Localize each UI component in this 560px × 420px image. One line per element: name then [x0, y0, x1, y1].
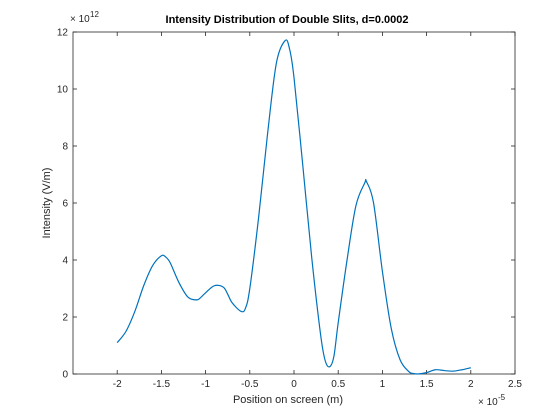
x-exponent-label: × 10 -5 [478, 393, 506, 408]
x-axis-label: Position on screen (m) [233, 394, 343, 406]
intensity-curve [116, 39, 471, 375]
x-exponent-base: × 10 [478, 397, 498, 408]
x-tick-label: 2 [468, 379, 474, 390]
x-exponent-power: -5 [498, 393, 506, 402]
x-tick-label: 0.5 [331, 379, 345, 390]
plot-area [72, 31, 516, 375]
ticks [73, 31, 516, 375]
y-tick-label: 0 [62, 370, 68, 381]
x-tick-label: -0.5 [241, 379, 259, 390]
tick-labels: -2 -1.5 -1 -0.5 0 0.5 1 1.5 2 2.5 0 2 4 6 8 10 12 [57, 28, 523, 391]
x-tick-label: -2 [113, 379, 122, 390]
y-exponent-label: × 10 12 [70, 10, 99, 25]
y-tick-label: 6 [62, 199, 68, 210]
y-tick-label: 10 [57, 85, 69, 96]
x-tick-label: 1.5 [420, 379, 434, 390]
y-exponent-base: × 10 [70, 14, 90, 25]
y-tick-label: 12 [57, 28, 69, 39]
x-tick-label: -1.5 [153, 379, 171, 390]
x-tick-label: 2.5 [508, 379, 522, 390]
y-tick-label: 4 [62, 256, 68, 267]
y-tick-label: 2 [62, 313, 68, 324]
chart-title: Intensity Distribution of Double Slits, … [166, 14, 409, 26]
y-axis-label: Intensity (V/m) [41, 168, 53, 239]
y-exponent-power: 12 [90, 10, 99, 19]
x-tick-label: 1 [380, 379, 386, 390]
y-tick-label: 8 [62, 142, 68, 153]
x-tick-label: 0 [291, 379, 297, 390]
x-tick-label: -1 [201, 379, 210, 390]
